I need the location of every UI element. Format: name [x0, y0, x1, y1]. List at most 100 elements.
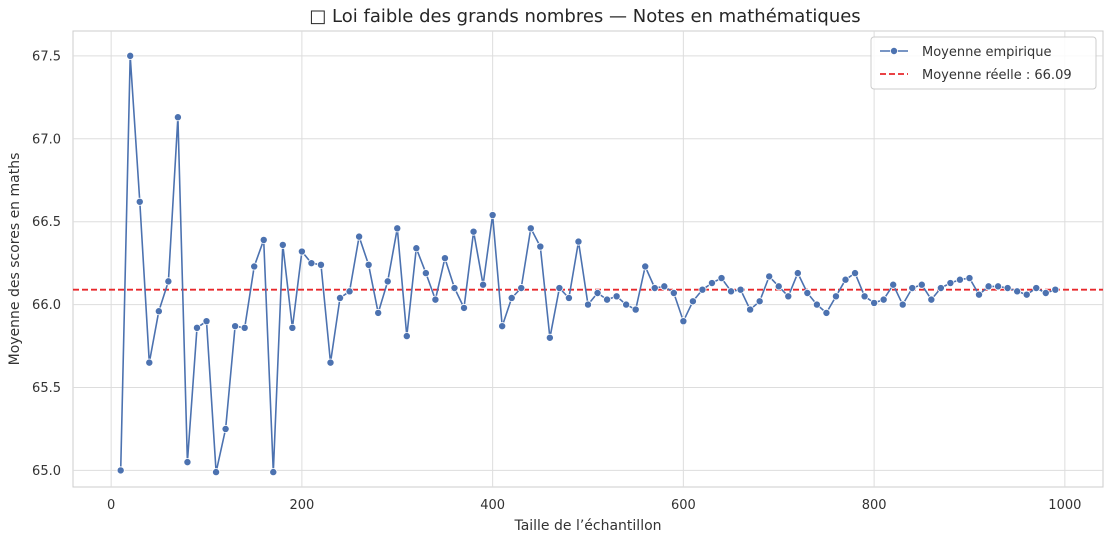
data-point — [278, 240, 287, 249]
data-point — [822, 308, 831, 317]
data-point — [507, 293, 516, 302]
data-point — [183, 458, 192, 467]
data-point — [975, 290, 984, 299]
data-point — [212, 468, 221, 477]
data-point — [269, 468, 278, 477]
data-point — [364, 260, 373, 269]
data-point — [717, 274, 726, 283]
data-point — [860, 292, 869, 301]
series-layer — [116, 51, 1060, 477]
x-tick-label: 800 — [862, 498, 887, 513]
data-point — [192, 323, 201, 332]
data-point — [898, 300, 907, 309]
data-point — [564, 293, 573, 302]
x-tick-label: 0 — [107, 498, 115, 513]
data-point — [650, 284, 659, 293]
data-point — [622, 300, 631, 309]
data-point — [955, 275, 964, 284]
data-point — [402, 332, 411, 341]
data-point — [288, 323, 297, 332]
data-point — [116, 466, 125, 475]
data-point — [793, 269, 802, 278]
data-point — [1032, 284, 1041, 293]
x-axis-title: Taille de l’échantillon — [513, 518, 661, 534]
data-point — [345, 287, 354, 296]
data-point — [1013, 287, 1022, 296]
data-point — [383, 277, 392, 286]
data-point — [660, 282, 669, 291]
data-point — [669, 288, 678, 297]
data-point — [1041, 288, 1050, 297]
data-point — [154, 307, 163, 316]
data-point — [831, 292, 840, 301]
x-tick-label: 200 — [289, 498, 314, 513]
data-point — [202, 317, 211, 326]
data-point — [250, 262, 259, 271]
data-point — [727, 287, 736, 296]
data-point — [631, 305, 640, 314]
data-point — [946, 279, 955, 288]
x-tick-label: 1000 — [1048, 498, 1081, 513]
data-point — [145, 358, 154, 367]
data-point — [1051, 285, 1060, 294]
data-point — [755, 297, 764, 306]
data-point — [316, 260, 325, 269]
data-point — [889, 280, 898, 289]
data-point — [297, 247, 306, 256]
data-point — [469, 227, 478, 236]
y-tick-label: 65.0 — [32, 464, 61, 479]
data-point — [164, 277, 173, 286]
data-point — [240, 323, 249, 332]
legend-label-true-mean: Moyenne réelle : 66.09 — [922, 68, 1072, 83]
y-tick-labels: 65.0 65.5 66.0 66.5 67.0 67.5 — [32, 49, 61, 479]
data-point — [707, 279, 716, 288]
y-tick-label: 67.5 — [32, 49, 61, 64]
data-point — [479, 280, 488, 289]
data-point — [917, 280, 926, 289]
data-point — [259, 235, 268, 244]
data-point — [555, 284, 564, 293]
data-point — [393, 224, 402, 233]
data-point — [841, 275, 850, 284]
data-point — [870, 298, 879, 307]
data-point — [307, 259, 316, 268]
data-point — [736, 285, 745, 294]
legend-box — [870, 36, 1097, 90]
data-point — [517, 284, 526, 293]
legend-swatch-empirical-marker — [890, 47, 899, 56]
data-point — [679, 317, 688, 326]
legend-label-empirical: Moyenne empirique — [922, 45, 1051, 60]
data-point — [698, 285, 707, 294]
data-point — [765, 272, 774, 281]
data-point — [526, 224, 535, 233]
data-point — [908, 284, 917, 293]
y-tick-label: 66.0 — [32, 298, 61, 313]
data-point — [574, 237, 583, 246]
plot-area — [72, 30, 1104, 488]
data-point — [803, 288, 812, 297]
data-point — [450, 284, 459, 293]
data-point — [603, 295, 612, 304]
data-point — [812, 300, 821, 309]
data-point — [421, 269, 430, 278]
data-point — [460, 303, 469, 312]
data-point — [612, 292, 621, 301]
data-point — [355, 232, 364, 241]
data-point — [984, 282, 993, 291]
data-point — [927, 295, 936, 304]
data-point — [135, 197, 144, 206]
data-point — [994, 282, 1003, 291]
data-point — [498, 322, 507, 331]
data-point — [784, 292, 793, 301]
data-point — [746, 305, 755, 314]
data-point — [965, 274, 974, 283]
chart-title: □ Loi faible des grands nombres — Notes … — [309, 6, 860, 27]
data-point — [536, 242, 545, 251]
x-tick-label: 400 — [480, 498, 505, 513]
data-point — [431, 295, 440, 304]
data-point — [440, 254, 449, 263]
data-point — [126, 51, 135, 60]
y-tick-label: 65.5 — [32, 381, 61, 396]
data-point — [641, 262, 650, 271]
x-tick-label: 600 — [671, 498, 696, 513]
